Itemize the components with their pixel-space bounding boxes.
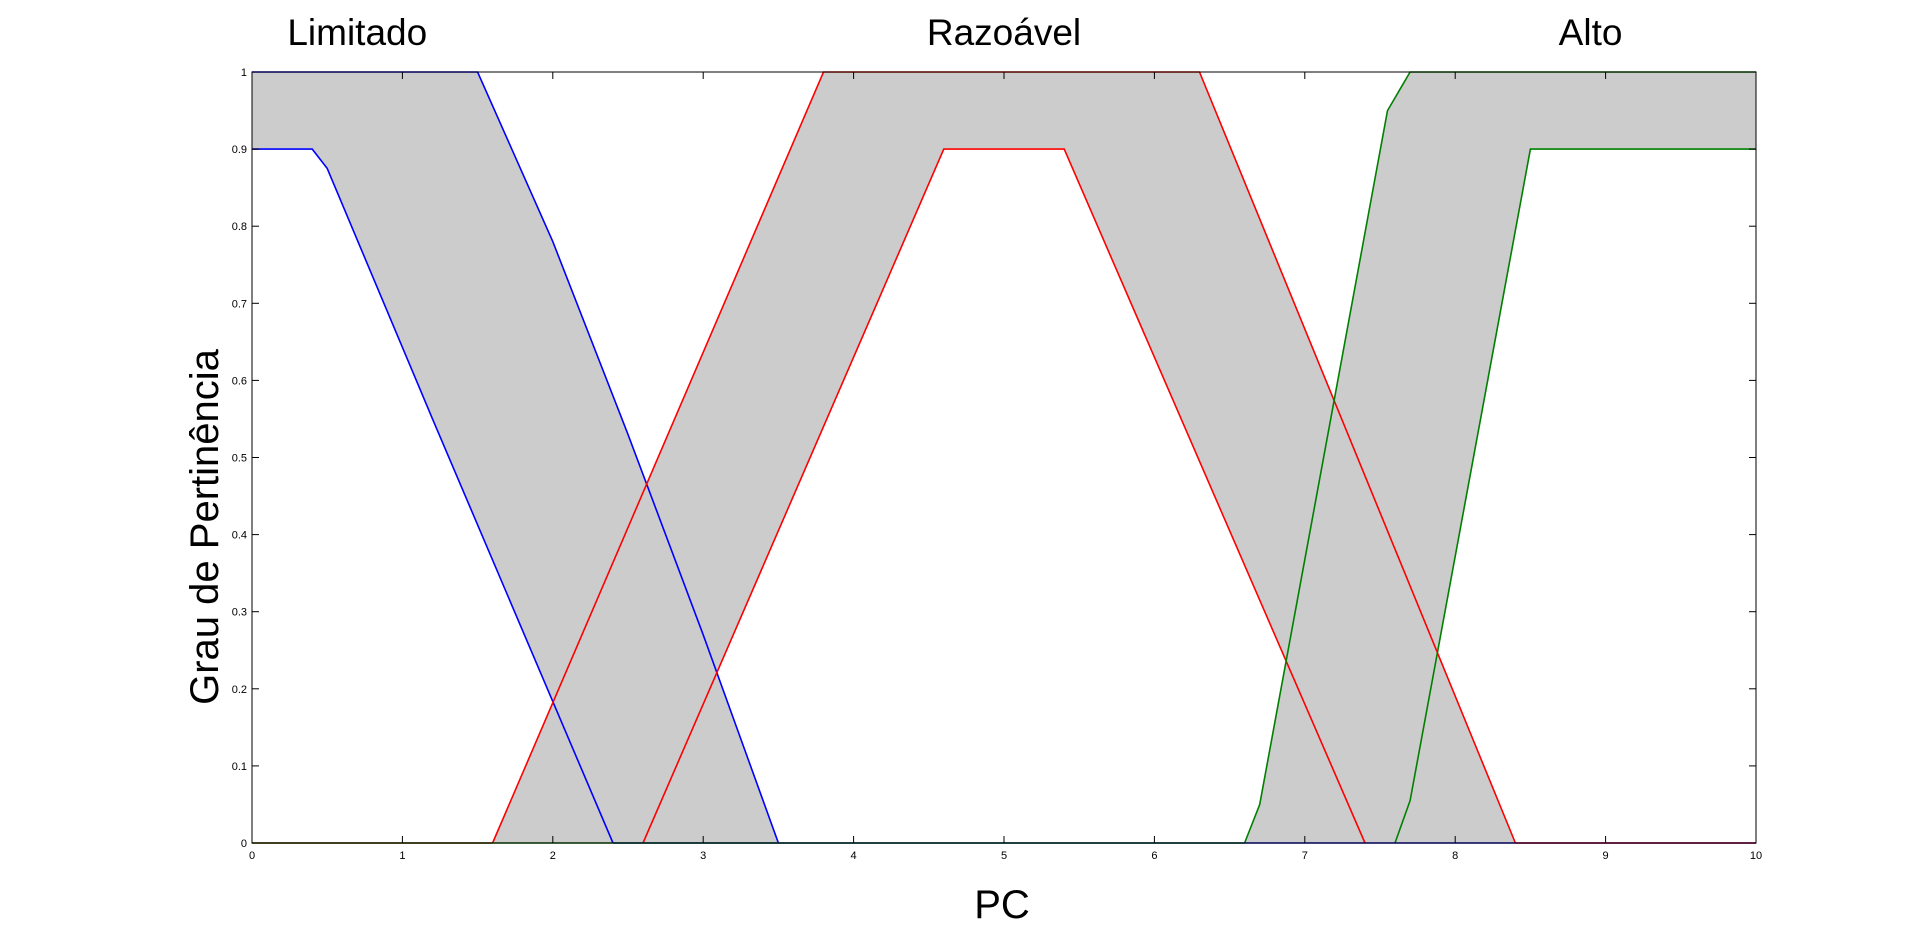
x-tick-label-0: 0 (249, 850, 255, 862)
x-tick-label-1: 1 (399, 850, 405, 862)
x-tick-label-6: 6 (1151, 850, 1157, 862)
x-tick-label-10: 10 (1750, 850, 1762, 862)
y-tick-label-0.7: 0.7 (232, 298, 247, 310)
y-tick-label-0: 0 (241, 838, 247, 850)
x-tick-label-9: 9 (1603, 850, 1609, 862)
x-tick-label-7: 7 (1302, 850, 1308, 862)
footprint-fill-3 (1244, 72, 1756, 843)
lower-membership-line-3 (1394, 148, 1756, 844)
footprint-fill-2 (492, 72, 1516, 843)
axes-box: 0 1 2 3 4 5 6 7 8 9 10 0 0.1 0.2 0.3 0.4 0.5 0.6 0.7 0.8 0.9… (232, 67, 1762, 862)
x-tick-label-8: 8 (1452, 850, 1458, 862)
y-tick-label-0.2: 0.2 (232, 684, 247, 696)
y-tick-label-1: 1 (241, 67, 247, 79)
y-tick-label-0.5: 0.5 (232, 453, 247, 465)
lower-membership-line-1 (252, 148, 614, 844)
set-labels: Limitado Razoável Alto (287, 12, 1622, 53)
x-axis-title: PC (974, 883, 1030, 927)
x-tick-label-5: 5 (1001, 850, 1007, 862)
x-tick-label-4: 4 (851, 850, 857, 862)
x-tick-label-2: 2 (550, 850, 556, 862)
x-tick-label-3: 3 (700, 850, 706, 862)
lower-membership-line-2 (642, 148, 1366, 844)
y-tick-label-0.9: 0.9 (232, 144, 247, 156)
y-tick-label-0.1: 0.1 (232, 761, 247, 773)
y-tick-label-0.3: 0.3 (232, 607, 247, 619)
footprint-fills (252, 72, 1756, 843)
set-label-1: Limitado (287, 12, 427, 53)
set-label-2: Razoável (927, 12, 1081, 53)
y-tick-label-0.6: 0.6 (232, 375, 247, 387)
y-tick-label-0.4: 0.4 (232, 530, 247, 542)
y-tick-label-0.8: 0.8 (232, 221, 247, 233)
y-axis-title: Grau de Pertinência (183, 348, 227, 705)
set-label-3: Alto (1559, 12, 1623, 53)
